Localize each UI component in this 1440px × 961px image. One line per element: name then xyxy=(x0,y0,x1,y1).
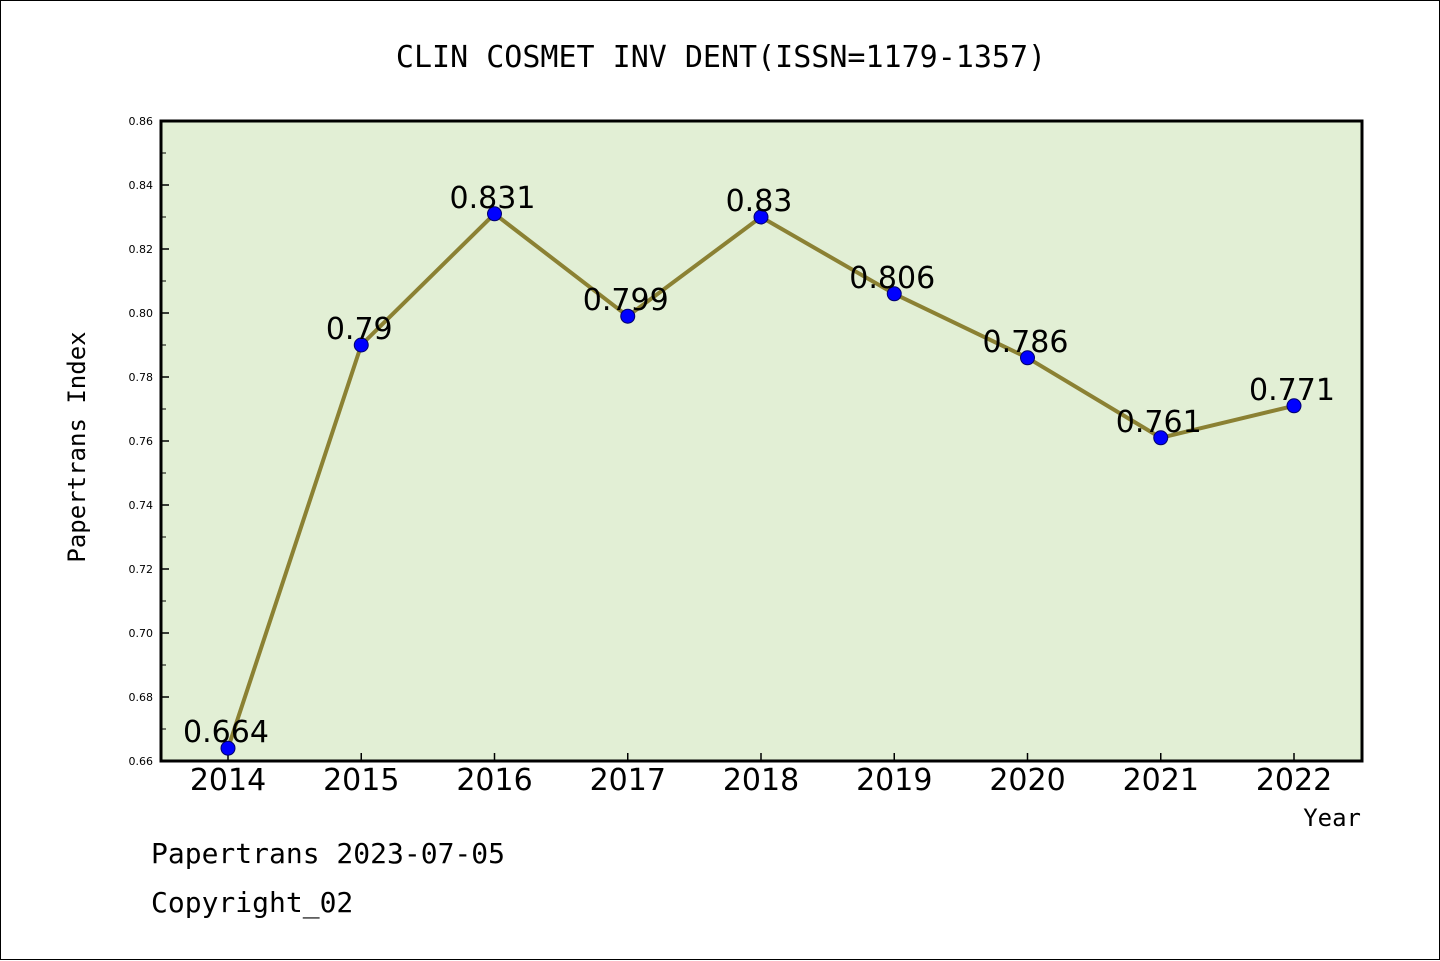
x-axis-label: Year xyxy=(1303,804,1361,832)
x-tick-label: 2020 xyxy=(989,763,1065,798)
x-tick-label: 2018 xyxy=(723,763,799,798)
x-tick-label: 2015 xyxy=(323,763,399,798)
x-tick-label: 2022 xyxy=(1256,763,1332,798)
data-point xyxy=(1153,430,1169,446)
data-label: 0.831 xyxy=(450,181,536,216)
data-point xyxy=(753,209,769,225)
y-tick-label: 0.78 xyxy=(129,371,154,384)
data-label: 0.761 xyxy=(1116,405,1202,440)
data-label: 0.806 xyxy=(849,261,935,296)
x-axis: 2014 2015 2016 2017 2018 2019 2020 2021 2022 xyxy=(190,753,1332,798)
y-tick-label: 0.70 xyxy=(129,627,154,640)
data-label: 0.771 xyxy=(1249,373,1335,408)
x-tick-label: 2021 xyxy=(1123,763,1199,798)
footer-date-text: Papertrans 2023-07-05 xyxy=(151,837,506,870)
data-label: 0.664 xyxy=(183,715,269,750)
data-point xyxy=(620,308,636,324)
x-tick-label: 2016 xyxy=(456,763,532,798)
y-tick-label: 0.80 xyxy=(129,307,154,320)
y-tick-label: 0.68 xyxy=(129,691,154,704)
y-tick-label: 0.86 xyxy=(129,115,154,128)
y-axis: 0.66 0.68 0.70 0.72 0.74 0.76 0.78 0.80 0.82 0.84… xyxy=(129,115,169,768)
data-point xyxy=(1286,398,1302,414)
x-tick-label: 2019 xyxy=(856,763,932,798)
data-label: 0.83 xyxy=(726,184,793,219)
y-tick-label: 0.72 xyxy=(129,563,154,576)
chart-title: CLIN COSMET INV DENT(ISSN=1179-1357) xyxy=(396,40,1046,75)
x-tick-label: 2014 xyxy=(190,763,266,798)
data-point xyxy=(220,740,236,756)
y-tick-label: 0.82 xyxy=(129,243,154,256)
y-tick-label: 0.76 xyxy=(129,435,154,448)
y-tick-label: 0.74 xyxy=(129,499,154,512)
data-point xyxy=(487,206,502,222)
y-axis-label: Papertrans Index xyxy=(63,331,91,562)
y-tick-label: 0.84 xyxy=(129,179,154,192)
data-point xyxy=(353,337,369,353)
x-tick-label: 2017 xyxy=(590,763,666,798)
data-label: 0.79 xyxy=(326,312,393,347)
series-layer: 0.664 0.79 0.831 0.799 0.83 0.806 0.786 0.761 0.… xyxy=(183,181,1335,756)
data-point xyxy=(886,286,902,302)
data-label: 0.786 xyxy=(983,325,1069,360)
data-point xyxy=(1020,350,1035,366)
y-tick-label: 0.66 xyxy=(129,755,154,768)
data-label: 0.799 xyxy=(583,283,669,318)
footer-copyright-text: Copyright_02 xyxy=(151,886,354,919)
